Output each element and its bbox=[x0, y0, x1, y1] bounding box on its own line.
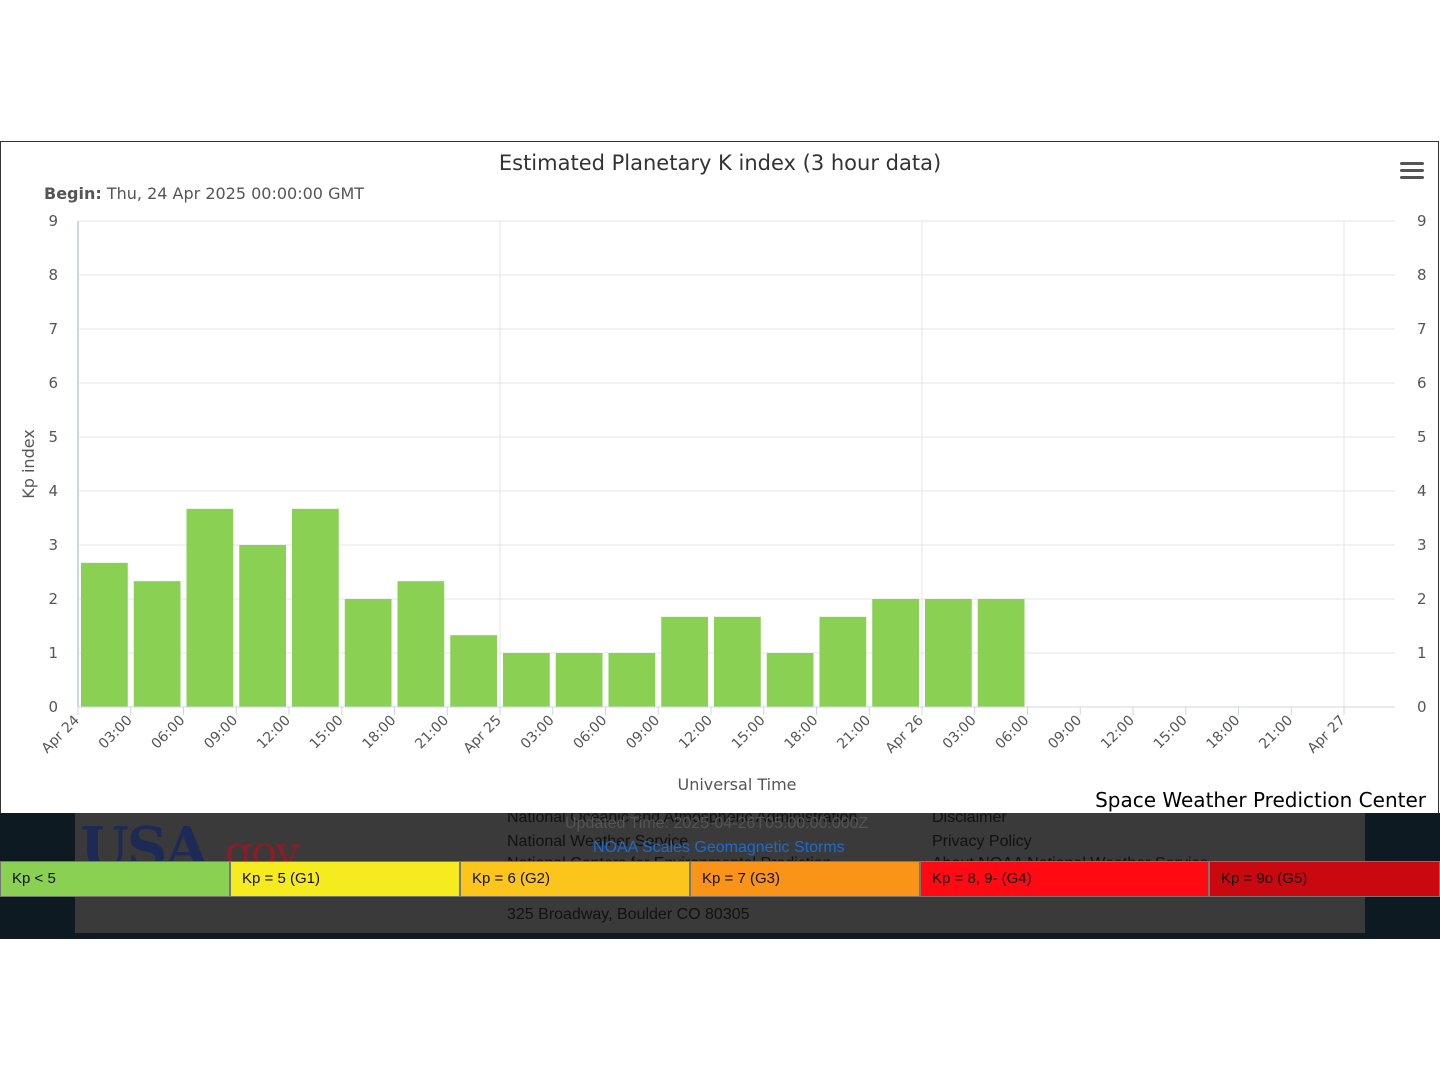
scale-cell: Kp = 5 (G1) bbox=[230, 861, 460, 897]
x-tick-label: 21:00 bbox=[834, 713, 874, 753]
y-tick-label-left: 4 bbox=[48, 482, 58, 500]
y-tick-label-left: 2 bbox=[48, 590, 58, 608]
x-tick-label: 09:00 bbox=[201, 713, 241, 753]
y-tick-label-left: 8 bbox=[48, 266, 58, 284]
x-tick-label: Apr 25 bbox=[461, 713, 505, 757]
kp-bar bbox=[977, 599, 1025, 707]
scale-cell: Kp = 9o (G5) bbox=[1209, 861, 1440, 897]
scale-cell: Kp = 7 (G3) bbox=[690, 861, 920, 897]
kp-bar bbox=[81, 562, 128, 707]
x-tick-label: Apr 26 bbox=[883, 712, 927, 756]
kp-bar bbox=[872, 599, 919, 707]
footer-address: 325 Broadway, Boulder CO 80305 bbox=[507, 906, 750, 923]
x-tick-label: 12:00 bbox=[1098, 713, 1138, 753]
x-tick-label: 06:00 bbox=[148, 713, 188, 753]
y-tick-label-right: 5 bbox=[1417, 428, 1427, 446]
footer-link-noaa[interactable]: National Oceanic and Atmospheric Adminis… bbox=[507, 809, 858, 826]
footer-link-nws[interactable]: National Weather Service bbox=[507, 833, 689, 850]
x-tick-label: 03:00 bbox=[940, 713, 980, 753]
scale-cell: Kp = 8, 9- (G4) bbox=[920, 861, 1209, 897]
begin-value: Thu, 24 Apr 2025 00:00:00 GMT bbox=[106, 184, 365, 203]
y-tick-label-left: 1 bbox=[48, 644, 58, 662]
scale-cell: Kp = 6 (G2) bbox=[460, 861, 690, 897]
y-tick-label-right: 6 bbox=[1417, 374, 1427, 392]
y-tick-label-left: 3 bbox=[48, 536, 58, 554]
x-tick-label: Apr 27 bbox=[1305, 713, 1349, 757]
x-tick-label: 03:00 bbox=[96, 713, 136, 753]
kp-bar bbox=[608, 653, 656, 707]
x-tick-label: 03:00 bbox=[518, 713, 558, 753]
kp-bar bbox=[344, 599, 392, 707]
chart-title: Estimated Planetary K index (3 hour data… bbox=[498, 151, 942, 175]
kp-bar bbox=[239, 545, 286, 707]
y-tick-label-right: 7 bbox=[1417, 320, 1427, 338]
x-tick-label: 18:00 bbox=[781, 713, 821, 753]
x-tick-label: 06:00 bbox=[992, 713, 1032, 753]
kp-bar bbox=[186, 508, 234, 707]
kp-bar bbox=[397, 581, 445, 707]
begin-label: Begin: Thu, 24 Apr 2025 00:00:00 GMT bbox=[44, 184, 365, 203]
kp-bar bbox=[292, 508, 339, 707]
x-tick-label: 21:00 bbox=[412, 713, 452, 753]
scale-cell: Kp < 5 bbox=[0, 861, 230, 897]
y-tick-label-left: 5 bbox=[48, 428, 58, 446]
kp-bar bbox=[766, 653, 814, 707]
kp-bar bbox=[714, 616, 761, 707]
footer-link-disclaimer[interactable]: Disclaimer bbox=[932, 809, 1007, 826]
x-axis-title: Universal Time bbox=[677, 775, 796, 794]
y-tick-label-right: 9 bbox=[1417, 212, 1427, 230]
y-tick-label-right: 3 bbox=[1417, 536, 1427, 554]
kp-bar bbox=[555, 653, 603, 707]
kp-bar bbox=[133, 581, 181, 707]
y-tick-label-right: 1 bbox=[1417, 644, 1427, 662]
y-tick-label-left: 6 bbox=[48, 374, 58, 392]
kp-bar bbox=[450, 635, 497, 707]
geomagnetic-scale-legend: Kp < 5 Kp = 5 (G1) Kp = 6 (G2) Kp = 7 (G3) K… bbox=[0, 861, 1440, 897]
kp-bar bbox=[819, 616, 867, 707]
x-tick-label: 18:00 bbox=[359, 713, 399, 753]
kp-bar bbox=[661, 616, 708, 707]
x-tick-label: 21:00 bbox=[1256, 713, 1296, 753]
x-tick-label: 09:00 bbox=[1045, 713, 1085, 753]
x-tick-label: 15:00 bbox=[729, 713, 769, 753]
y-tick-label-left: 9 bbox=[48, 212, 58, 230]
x-tick-label: 06:00 bbox=[570, 713, 610, 753]
chart-menu-icon[interactable] bbox=[1400, 162, 1424, 182]
kp-bar bbox=[503, 653, 550, 707]
updated-time: Updated Time: 2025-04-26T05:00:00.000Z bbox=[565, 815, 869, 832]
x-tick-label: 18:00 bbox=[1203, 713, 1243, 753]
kp-bar bbox=[925, 599, 972, 707]
kp-index-chart: 0 0 1 1 2 2 3 3 4 4 5 5 6 6 7 7 8 8 9 9 Apr 24 03:00 06:00 09:0… bbox=[19, 212, 1427, 794]
spwc-credit: Space Weather Prediction Center bbox=[1093, 788, 1428, 812]
x-tick-label: 15:00 bbox=[1151, 713, 1191, 753]
x-tick-label: 12:00 bbox=[676, 713, 716, 753]
y-tick-label-right: 0 bbox=[1417, 698, 1427, 716]
x-tick-label: 12:00 bbox=[254, 713, 294, 753]
y-axis-title: Kp index bbox=[19, 429, 38, 499]
x-tick-label: 15:00 bbox=[307, 713, 347, 753]
x-tick-label: 09:00 bbox=[623, 713, 663, 753]
noaa-scales-link[interactable]: NOAA Scales Geomagnetic Storms bbox=[593, 839, 845, 856]
y-tick-label-right: 2 bbox=[1417, 590, 1427, 608]
y-tick-label-right: 4 bbox=[1417, 482, 1427, 500]
y-tick-label-left: 7 bbox=[48, 320, 58, 338]
y-tick-label-left: 0 bbox=[48, 698, 58, 716]
x-tick-label: Apr 24 bbox=[39, 712, 83, 756]
footer-link-privacy[interactable]: Privacy Policy bbox=[932, 833, 1032, 850]
y-tick-label-right: 8 bbox=[1417, 266, 1427, 284]
